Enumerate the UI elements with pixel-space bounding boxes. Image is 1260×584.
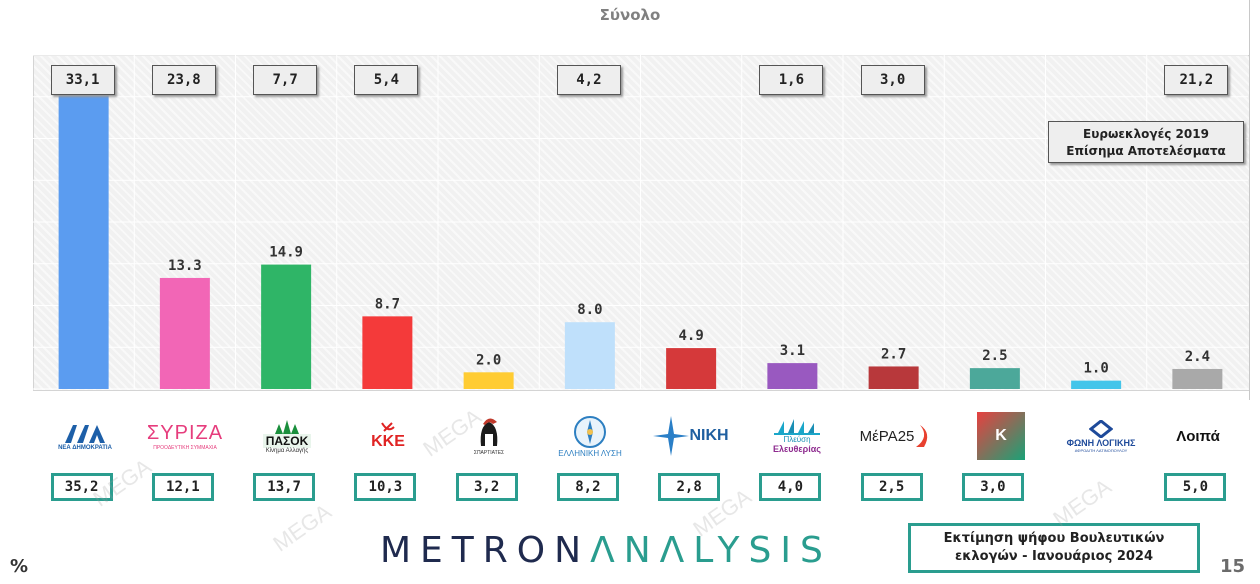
loipa-text: Λοιπά <box>1176 427 1220 445</box>
bar-value-label: 2.7 <box>881 346 906 362</box>
bar-value-label: 2.4 <box>1185 349 1210 365</box>
bar-value-label: 8.7 <box>375 296 400 312</box>
logo-plefsi: Πλεύση Ελευθερίας <box>752 408 842 464</box>
subtitle-line1: Εκτίμηση ψήφου Βουλευτικών <box>943 531 1165 546</box>
brand-part1: METRON <box>380 530 591 571</box>
logo-foni-logikis: ΦΩΝΗ ΛΟΓΙΚΗΣ ΑΦΡΟΔΙΤΗ ΛΑΤΙΝΟΠΟΥΛΟΥ <box>1056 408 1146 464</box>
niki-text: ΝΙΚΗ <box>689 427 729 444</box>
euro-2019-value: 4,2 <box>556 65 621 95</box>
euro-legend-line2: Επίσημα Αποτελέσματα <box>1066 144 1226 158</box>
el-text: ΕΛΛΗΝΙΚΗ ΛΥΣΗ <box>558 448 622 458</box>
logo-kompa: Κ <box>956 408 1046 464</box>
niki-star-icon <box>653 416 690 456</box>
bar-value-label: 8.0 <box>577 302 602 318</box>
sailboats-icon <box>774 418 820 435</box>
bar-chart: 36.513.314.98.72.08.04.93.12.72.51.02.4 <box>33 54 1248 390</box>
logo-mera25: ΜέΡΑ25 <box>851 408 941 464</box>
vote-estimate-value: 3,0 <box>961 473 1024 501</box>
euro-2019-legend: Ευρωεκλογές 2019 Επίσημα Αποτελέσματα <box>1048 121 1244 163</box>
spartiates-text: ΣΠΑΡΤΙΑΤΕΣ <box>473 450 505 456</box>
foni-text: ΦΩΝΗ ΛΟΓΙΚΗΣ <box>1066 437 1136 448</box>
bar <box>969 368 1020 389</box>
vote-estimate-value: 2,8 <box>658 473 721 501</box>
vote-estimate-value: 2,5 <box>860 473 923 501</box>
logo-niki: ΝΙΚΗ <box>646 408 736 464</box>
bar-value-label: 13.3 <box>168 258 202 274</box>
bar <box>767 363 818 389</box>
logo-pasok: ΠΑΣΟΚ Κίνημα Αλλαγής <box>242 408 332 464</box>
bar <box>666 348 717 389</box>
subtitle-box: Εκτίμηση ψήφου Βουλευτικών εκλογών - Ιαν… <box>908 523 1200 573</box>
vote-estimate-value: 4,0 <box>759 473 822 501</box>
vote-estimate-value: 12,1 <box>151 473 214 501</box>
percent-symbol: % <box>10 556 29 577</box>
brand-part2: ΛNΛLYSIS <box>590 530 832 571</box>
euro-2019-value: 23,8 <box>151 65 216 95</box>
logo-nd: ΝΕΑ ΔΗΜΟΚΡΑΤΙΑ <box>40 408 130 464</box>
subtitle-line2: εκλογών - Ιανουάριος 2024 <box>954 549 1154 564</box>
watermark: MEGA <box>268 498 336 557</box>
logo-elliniki-lysi: ΕΛΛΗΝΙΚΗ ΛΥΣΗ <box>545 408 635 464</box>
bar-value-label: 1.0 <box>1083 361 1108 377</box>
bar-value-label: 14.9 <box>269 245 303 261</box>
plefsi-line2: Ελευθερίας <box>773 443 821 454</box>
pasok-sub: Κίνημα Αλλαγής <box>265 448 309 454</box>
bar-value-label: 4.9 <box>678 328 703 344</box>
bar <box>564 322 615 389</box>
euro-2019-value: 1,6 <box>759 65 824 95</box>
logo-kke: ΚΚΕ <box>343 408 433 464</box>
spartan-helmet-icon <box>480 418 498 446</box>
vote-estimate-value: 3,2 <box>455 473 518 501</box>
vote-estimate-value: 5,0 <box>1164 473 1227 501</box>
vote-estimate-value: 13,7 <box>253 473 316 501</box>
vote-estimate-value: 35,2 <box>50 473 113 501</box>
pasok-sun-icon <box>275 420 299 434</box>
nd-sub: ΝΕΑ ΔΗΜΟΚΡΑΤΙΑ <box>58 445 112 451</box>
syriza-sub: ΠΡΟΟΔΕΥΤΙΚΗ ΣΥΜΜΑΧΙΑ <box>153 444 217 451</box>
nd-logo-icon <box>65 425 105 443</box>
page-number: 15 <box>1220 556 1246 577</box>
foni-diamond-icon <box>1089 419 1113 438</box>
bar-value-label: 2.5 <box>982 348 1007 364</box>
plefsi-line1: Πλεύση <box>783 434 811 444</box>
bar <box>58 84 109 389</box>
kompa-square-icon: Κ <box>977 412 1025 460</box>
vote-estimate-value: 10,3 <box>354 473 417 501</box>
bar <box>261 264 312 389</box>
chart-title: Σύνολο <box>599 6 661 24</box>
kompa-text: Κ <box>995 427 1007 444</box>
compass-icon <box>574 415 606 448</box>
euro-2019-value: 5,4 <box>354 65 419 95</box>
metron-analysis-brand: METRONΛNΛLYSIS <box>380 530 832 571</box>
right-edge-line <box>1249 0 1250 400</box>
euro-2019-value: 33,1 <box>50 65 115 95</box>
syriza-text: ΣΥΡΙΖΑ <box>146 421 224 444</box>
bar-value-label: 2.0 <box>476 352 501 368</box>
euro-2019-value: 3,0 <box>860 65 925 95</box>
bar <box>868 366 919 389</box>
bar <box>1172 368 1223 389</box>
foni-sub: ΑΦΡΟΔΙΤΗ ΛΑΤΙΝΟΠΟΥΛΟΥ <box>1074 447 1128 453</box>
mera25-swoosh-icon <box>916 425 928 447</box>
pasok-text: ΠΑΣΟΚ <box>262 434 312 448</box>
bar-value-label: 3.1 <box>780 343 805 359</box>
bar <box>159 277 210 389</box>
euro-legend-line1: Ευρωεκλογές 2019 <box>1083 127 1209 141</box>
bar <box>463 372 514 389</box>
bar <box>362 316 413 389</box>
logo-syriza: ΣΥΡΙΖΑ ΠΡΟΟΔΕΥΤΙΚΗ ΣΥΜΜΑΧΙΑ <box>140 408 230 464</box>
bar <box>1071 380 1122 389</box>
kke-text: ΚΚΕ <box>371 433 405 450</box>
vote-estimate-value: 8,2 <box>556 473 619 501</box>
euro-2019-value: 21,2 <box>1164 65 1229 95</box>
logo-loipa: Λοιπά <box>1153 408 1243 464</box>
logo-spartiates: ΣΠΑΡΤΙΑΤΕΣ <box>444 408 534 464</box>
mera25-text: ΜέΡΑ25 <box>859 427 915 445</box>
hammer-sickle-icon <box>381 422 395 432</box>
euro-2019-value: 7,7 <box>253 65 318 95</box>
